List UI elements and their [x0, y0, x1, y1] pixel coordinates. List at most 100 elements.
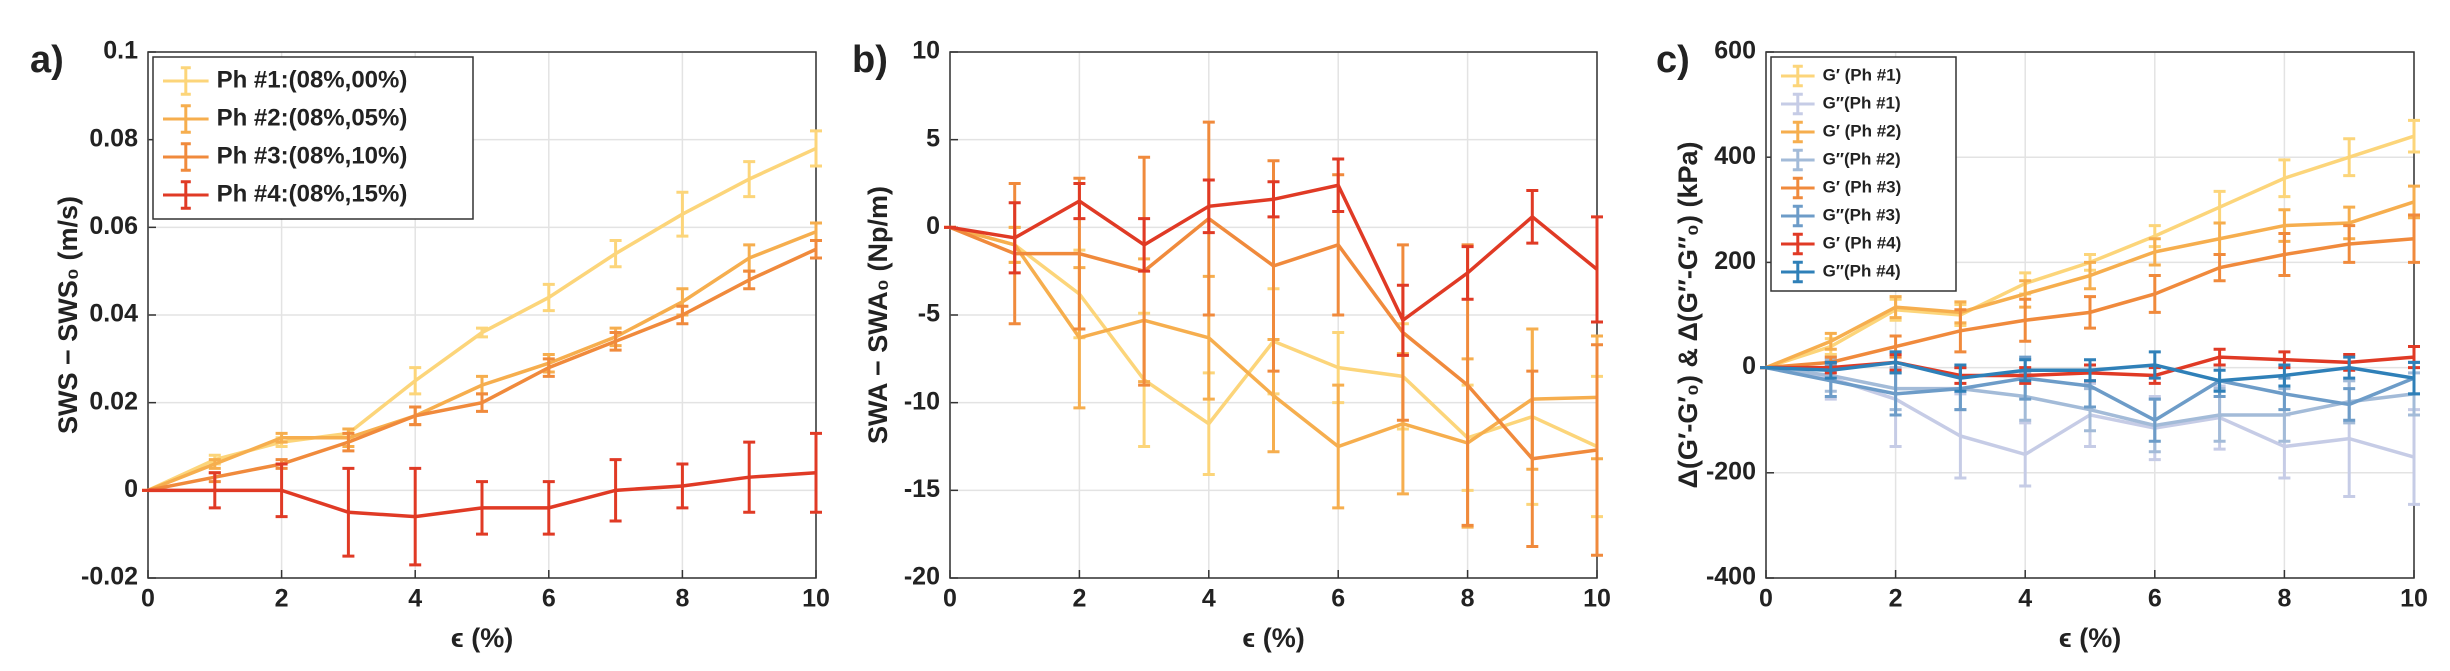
error-bar	[2408, 213, 2420, 264]
error-bar	[2148, 237, 2161, 267]
error-bar	[609, 458, 622, 523]
legend-swatch	[1781, 120, 1815, 144]
y-tick-label: 400	[1714, 142, 1756, 170]
y-tick-label: 200	[1714, 247, 1756, 275]
error-bar	[1526, 369, 1539, 548]
y-tick-label: -5	[918, 300, 940, 328]
error-bar	[2019, 358, 2032, 383]
x-tick-label: 6	[1331, 585, 1345, 613]
error-bar	[476, 326, 488, 339]
legend-label: G′′(Ph #3)	[1823, 205, 1901, 224]
x-axis-label: ϵ (%)	[451, 623, 513, 653]
error-bar	[1824, 331, 1837, 351]
error-bar	[810, 431, 822, 514]
legend-swatch	[163, 142, 209, 172]
legend-label: Ph #3:(08%,10%)	[217, 142, 408, 169]
error-bar	[810, 129, 822, 168]
y-tick-label: 0.02	[89, 387, 138, 415]
x-tick-label: 10	[1583, 585, 1611, 613]
legend-label: G′ (Ph #4)	[1823, 233, 1902, 252]
panel-label: c)	[1656, 39, 1690, 81]
legend-label: G′ (Ph #3)	[1823, 177, 1902, 196]
error-bar	[409, 466, 422, 567]
legend-swatch	[1781, 92, 1815, 116]
y-tick-label: 0	[1742, 352, 1756, 380]
error-bar	[275, 462, 288, 519]
axes-box	[1765, 51, 2415, 579]
x-tick-label: 4	[1202, 585, 1216, 613]
y-axis-label: SWS − SWS₀ (m/s)	[53, 196, 83, 434]
legend-label: G′ (Ph #2)	[1823, 121, 1902, 140]
y-tick-label: 0	[124, 475, 138, 503]
error-bar	[810, 238, 822, 260]
error-bar	[409, 405, 422, 427]
y-tick-label: 5	[926, 124, 940, 152]
error-bar	[2408, 360, 2420, 396]
y-tick-label: -20	[904, 563, 940, 591]
y-tick-label: 0.08	[89, 124, 138, 152]
error-bar	[2019, 297, 2032, 343]
error-bar	[2343, 224, 2356, 264]
error-bar	[2148, 350, 2161, 380]
error-bar	[676, 304, 689, 326]
error-bar	[1073, 182, 1086, 221]
error-bar	[542, 282, 555, 313]
error-bar	[476, 480, 488, 536]
y-axis-label: SWA − SWA₀ (Np/m)	[863, 186, 893, 444]
error-bar	[676, 190, 689, 238]
error-bar	[609, 238, 622, 269]
x-tick-label: 0	[943, 585, 957, 613]
y-tick-label: 0.04	[89, 300, 138, 328]
error-bar	[1591, 343, 1603, 557]
legend-label: G′ (Ph #1)	[1823, 65, 1902, 84]
error-bar	[2278, 363, 2291, 388]
legend-box	[1770, 56, 1957, 292]
panel-label: a)	[30, 39, 64, 81]
legend-swatch	[163, 66, 209, 96]
y-tick-label: 10	[912, 37, 940, 65]
x-tick-label: 6	[542, 585, 556, 613]
x-tick-label: 2	[1889, 585, 1903, 613]
y-tick-label: 600	[1714, 37, 1756, 65]
x-axis-label: ϵ (%)	[2059, 623, 2121, 653]
x-tick-label: 2	[1072, 585, 1086, 613]
error-bar	[1332, 383, 1345, 510]
error-bar	[1954, 308, 1967, 354]
error-bar	[609, 331, 622, 352]
y-tick-label: -15	[904, 475, 940, 503]
error-bar	[1267, 180, 1280, 219]
error-bar	[1591, 215, 1603, 324]
x-tick-label: 10	[2400, 585, 2428, 613]
y-axis-label: Δ(G′-G′₀) & Δ(G′′-G′′₀) (kPa)	[1673, 142, 1703, 489]
x-tick-label: 8	[1461, 585, 1475, 613]
y-tick-label: -0.02	[81, 563, 138, 591]
y-tick-label: 0	[926, 212, 940, 240]
axes-box	[147, 51, 817, 579]
error-bar	[2213, 347, 2226, 367]
legend-swatch	[163, 104, 209, 134]
error-bar	[1396, 283, 1409, 357]
error-bar	[208, 471, 221, 510]
error-bar	[1889, 350, 1902, 375]
error-bar	[1526, 189, 1539, 245]
error-bar	[2213, 253, 2226, 283]
legend-swatch	[163, 180, 209, 210]
error-bar	[1954, 363, 1967, 393]
error-bar	[2148, 274, 2161, 314]
x-tick-label: 4	[2018, 585, 2032, 613]
error-bar	[2084, 295, 2096, 330]
error-bar	[542, 357, 555, 378]
error-bar	[542, 480, 555, 536]
legend-label: Ph #2:(08%,05%)	[217, 104, 408, 131]
error-bar	[743, 269, 756, 291]
error-bar	[1138, 217, 1151, 273]
y-tick-label: -400	[1706, 563, 1756, 591]
error-bar	[2343, 137, 2356, 178]
legend-swatch	[1781, 176, 1815, 200]
x-axis-label: ϵ (%)	[1242, 623, 1304, 653]
error-bar	[1202, 178, 1215, 235]
error-bar	[2278, 158, 2291, 199]
error-bar	[208, 458, 221, 470]
